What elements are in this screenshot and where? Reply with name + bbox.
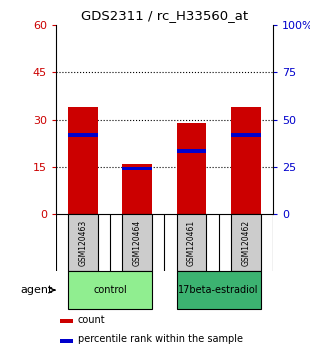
Bar	[68, 271, 152, 309]
Bar	[176, 271, 261, 309]
Text: agent: agent	[21, 285, 53, 295]
Text: control: control	[93, 285, 127, 295]
Text: GSM120462: GSM120462	[241, 219, 250, 266]
Text: percentile rank within the sample: percentile rank within the sample	[78, 334, 242, 344]
Bar	[60, 339, 73, 343]
Bar	[68, 107, 98, 214]
Text: GSM120463: GSM120463	[78, 219, 87, 266]
Text: GSM120461: GSM120461	[187, 219, 196, 266]
Bar	[231, 214, 261, 271]
Bar	[176, 123, 206, 214]
Bar	[122, 214, 152, 271]
Text: 17beta-estradiol: 17beta-estradiol	[178, 285, 259, 295]
Bar	[122, 167, 152, 170]
Text: GSM120464: GSM120464	[133, 219, 142, 266]
Bar	[231, 133, 261, 137]
Bar	[231, 107, 261, 214]
Bar	[176, 149, 206, 153]
Text: count: count	[78, 315, 105, 325]
Bar	[68, 133, 98, 137]
Bar	[176, 214, 206, 271]
Bar	[122, 164, 152, 214]
Bar	[60, 319, 73, 324]
Bar	[68, 214, 98, 271]
Title: GDS2311 / rc_H33560_at: GDS2311 / rc_H33560_at	[81, 9, 248, 22]
